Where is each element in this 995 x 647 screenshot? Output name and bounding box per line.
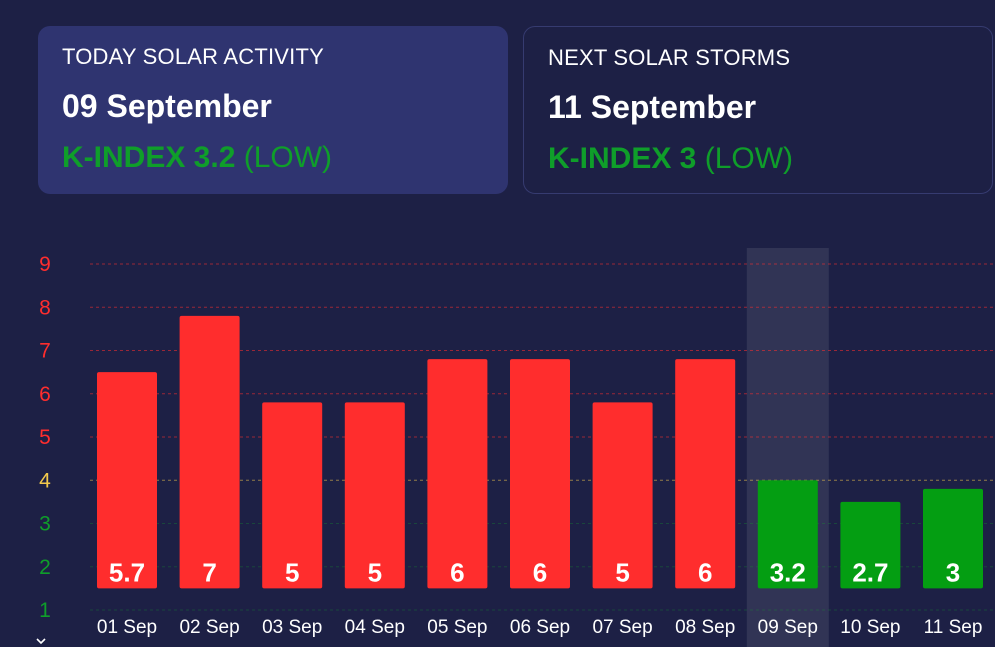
- next-card-label: NEXT SOLAR STORMS: [548, 45, 791, 70]
- next-solar-storms-card: NEXT SOLAR STORMS 11 September K-INDEX 3…: [523, 26, 993, 194]
- today-k-index-level: (LOW): [243, 141, 333, 174]
- bar: [840, 501, 901, 589]
- y-tick-label: 9: [39, 253, 51, 276]
- next-k-index: K-INDEX 3 (LOW): [548, 142, 968, 176]
- bar-value-label: 5: [368, 557, 382, 587]
- bar-value-label: 3: [946, 557, 960, 587]
- bar: [344, 402, 405, 589]
- today-k-index: K-INDEX 3.2 (LOW): [62, 141, 484, 175]
- y-tick-label: 2: [39, 556, 51, 579]
- bar-value-label: 5.7: [109, 557, 145, 587]
- bar-value-label: 7: [202, 557, 216, 587]
- y-tick-label: 6: [39, 383, 51, 406]
- x-tick-label: 08 Sep: [675, 617, 735, 638]
- next-card-date: 11 September: [548, 89, 757, 125]
- x-tick-label: 09 Sep: [758, 617, 818, 638]
- y-tick-label: 3: [39, 513, 51, 536]
- y-tick-label: 1: [39, 599, 51, 622]
- x-tick-label: 05 Sep: [427, 617, 487, 638]
- y-tick-label: 8: [39, 296, 51, 319]
- x-tick-label: 10 Sep: [840, 617, 900, 638]
- next-k-index-level: (LOW): [704, 142, 794, 175]
- bar-value-label: 6: [698, 557, 712, 587]
- chevron-down-icon[interactable]: [36, 636, 46, 646]
- bar: [262, 402, 323, 589]
- today-k-index-value: K-INDEX 3.2: [62, 141, 236, 174]
- bar: [592, 402, 653, 589]
- bar-value-label: 3.2: [770, 557, 806, 587]
- y-tick-label: 5: [39, 426, 51, 449]
- bar-value-label: 6: [533, 557, 547, 587]
- bar: [675, 359, 736, 589]
- next-k-index-value: K-INDEX 3: [548, 142, 697, 175]
- bar: [510, 359, 570, 589]
- bar-value-label: 5: [615, 557, 629, 587]
- bar: [97, 372, 157, 589]
- x-tick-label: 11 Sep: [924, 617, 983, 638]
- bar: [923, 488, 983, 589]
- y-tick-label: 7: [39, 340, 51, 363]
- bar: [427, 359, 488, 589]
- today-card-date: 09 September: [62, 88, 272, 124]
- today-card-label: TODAY SOLAR ACTIVITY: [62, 44, 324, 69]
- bar: [757, 480, 818, 589]
- x-tick-label: 04 Sep: [345, 617, 405, 638]
- x-tick-label: 01 Sep: [97, 617, 157, 638]
- x-tick-label: 02 Sep: [179, 617, 239, 638]
- x-tick-label: 03 Sep: [262, 617, 322, 638]
- y-tick-label: 4: [39, 469, 51, 492]
- bar-value-label: 5: [285, 557, 299, 587]
- x-tick-label: 07 Sep: [592, 617, 652, 638]
- bar: [179, 315, 240, 589]
- bar-value-label: 2.7: [852, 557, 888, 587]
- k-index-bar-chart: 1 2 3 4 5 6 7 8 9 5.7 01 Sep 7 02 Sep 5 03 Sep 5 04 Sep 6…: [39, 248, 995, 647]
- bar-value-label: 6: [450, 557, 464, 587]
- today-solar-activity-card: TODAY SOLAR ACTIVITY 09 September K-INDE…: [38, 26, 508, 194]
- x-tick-label: 06 Sep: [510, 617, 570, 638]
